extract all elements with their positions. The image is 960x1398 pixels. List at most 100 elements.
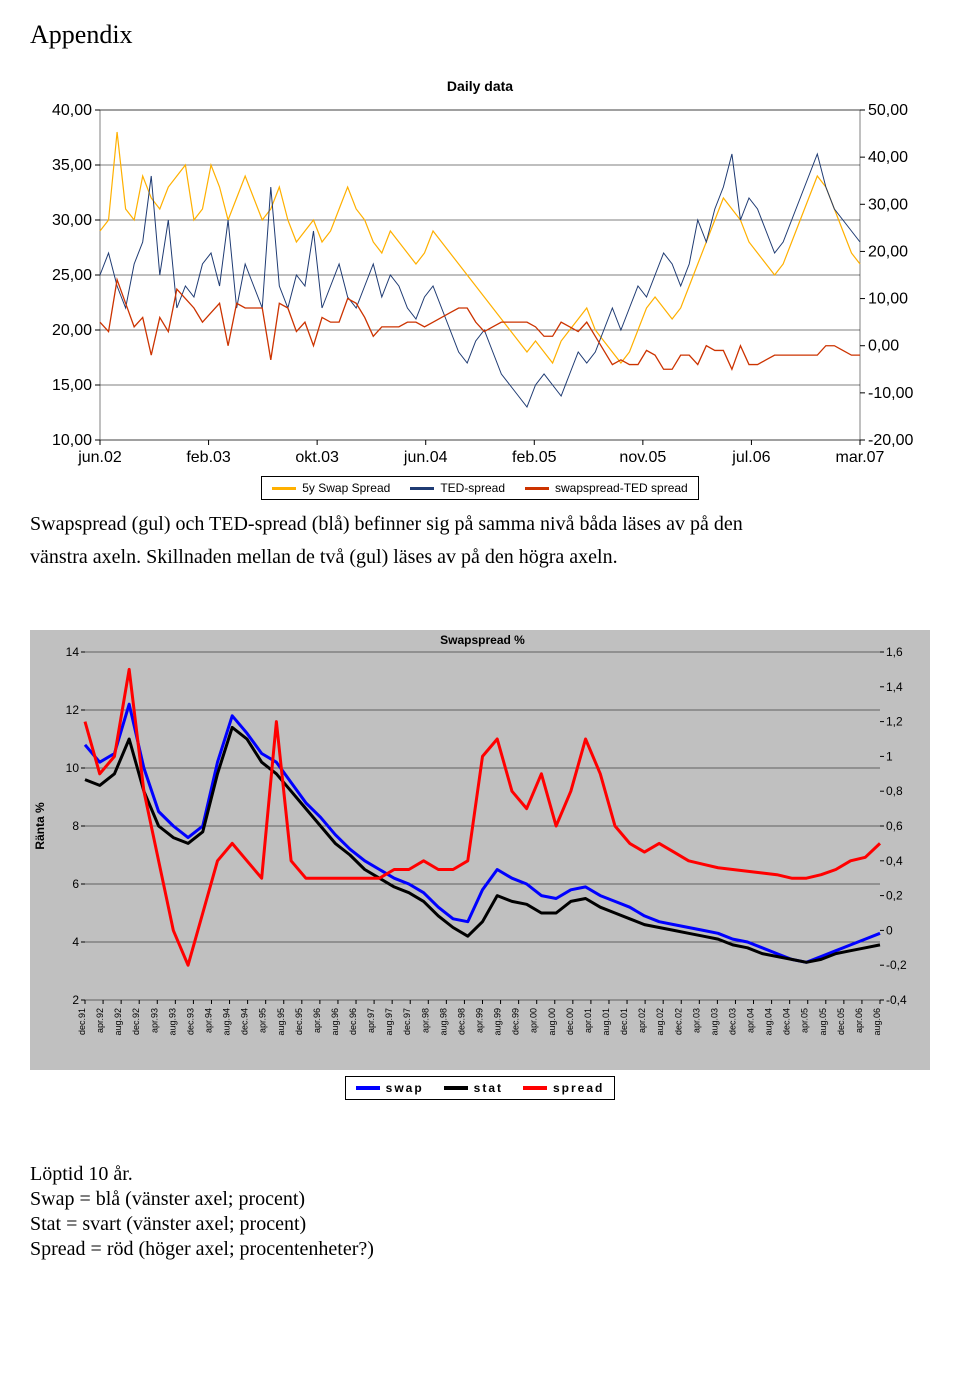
chart2-legend-item: stat xyxy=(444,1081,503,1095)
svg-text:-20,00: -20,00 xyxy=(868,432,913,449)
legend-swatch xyxy=(356,1086,380,1090)
legend-label: 5y Swap Spread xyxy=(302,481,390,495)
svg-text:0,8: 0,8 xyxy=(886,784,903,798)
legend-label: swap xyxy=(386,1081,424,1095)
svg-text:30,00: 30,00 xyxy=(52,212,92,229)
svg-text:feb.05: feb.05 xyxy=(512,449,557,466)
chart2-legend-item: swap xyxy=(356,1081,424,1095)
svg-text:apr.03: apr.03 xyxy=(691,1008,701,1033)
svg-text:10,00: 10,00 xyxy=(52,432,92,449)
svg-text:8: 8 xyxy=(72,819,79,833)
svg-text:35,00: 35,00 xyxy=(52,157,92,174)
svg-text:apr.94: apr.94 xyxy=(203,1008,213,1033)
legend-swatch xyxy=(444,1086,468,1090)
svg-text:-10,00: -10,00 xyxy=(868,385,913,402)
svg-text:4: 4 xyxy=(72,935,79,949)
chart1-legend-item: TED-spread xyxy=(410,481,505,495)
chart1-legend-item: 5y Swap Spread xyxy=(272,481,390,495)
svg-text:dec.01: dec.01 xyxy=(619,1008,629,1035)
svg-text:0,4: 0,4 xyxy=(886,854,903,868)
svg-text:dec.92: dec.92 xyxy=(131,1008,141,1035)
svg-text:apr.05: apr.05 xyxy=(800,1008,810,1033)
svg-text:feb.03: feb.03 xyxy=(186,449,231,466)
svg-text:dec.00: dec.00 xyxy=(565,1008,575,1035)
chart1-svg: 40,0035,0030,0025,0020,0015,0010,0050,00… xyxy=(30,100,930,470)
svg-text:apr.00: apr.00 xyxy=(529,1008,539,1033)
svg-text:aug.97: aug.97 xyxy=(384,1008,394,1036)
svg-text:10: 10 xyxy=(66,761,80,775)
svg-text:aug.94: aug.94 xyxy=(222,1008,232,1036)
svg-text:dec.95: dec.95 xyxy=(294,1008,304,1035)
svg-text:Ränta %: Ränta % xyxy=(33,802,47,850)
svg-text:apr.04: apr.04 xyxy=(746,1008,756,1033)
svg-text:apr.96: apr.96 xyxy=(312,1008,322,1033)
chart1-title: Daily data xyxy=(30,78,930,94)
svg-text:apr.92: apr.92 xyxy=(95,1008,105,1033)
svg-text:apr.01: apr.01 xyxy=(583,1008,593,1033)
svg-text:25,00: 25,00 xyxy=(52,267,92,284)
legend-label: swapspread-TED spread xyxy=(555,481,688,495)
svg-text:dec.94: dec.94 xyxy=(240,1008,250,1035)
svg-text:aug.05: aug.05 xyxy=(818,1008,828,1036)
svg-text:mar.07: mar.07 xyxy=(836,449,885,466)
svg-text:dec.03: dec.03 xyxy=(727,1008,737,1035)
svg-text:aug.95: aug.95 xyxy=(276,1008,286,1036)
svg-text:30,00: 30,00 xyxy=(868,196,908,213)
svg-text:apr.02: apr.02 xyxy=(637,1008,647,1033)
svg-text:1,6: 1,6 xyxy=(886,645,903,659)
svg-text:1,2: 1,2 xyxy=(886,715,903,729)
svg-text:0,00: 0,00 xyxy=(868,338,899,355)
chart2-legend: swap stat spread xyxy=(345,1076,616,1100)
appendix-heading: Appendix xyxy=(30,20,930,50)
legend-label: stat xyxy=(474,1081,503,1095)
svg-text:dec.99: dec.99 xyxy=(511,1008,521,1035)
chart1-legend: 5y Swap Spread TED-spread swapspread-TED s… xyxy=(261,476,698,500)
svg-text:dec.02: dec.02 xyxy=(673,1008,683,1035)
svg-text:nov.05: nov.05 xyxy=(619,449,666,466)
svg-text:dec.97: dec.97 xyxy=(402,1008,412,1035)
svg-text:dec.98: dec.98 xyxy=(456,1008,466,1035)
svg-text:50,00: 50,00 xyxy=(868,102,908,119)
svg-text:aug.96: aug.96 xyxy=(330,1008,340,1036)
svg-text:-0,4: -0,4 xyxy=(886,993,907,1007)
svg-text:jul.06: jul.06 xyxy=(731,449,770,466)
svg-text:0,6: 0,6 xyxy=(886,819,903,833)
chart1-caption-l1: Swapspread (gul) och TED-spread (blå) be… xyxy=(30,512,930,537)
svg-text:1,4: 1,4 xyxy=(886,680,903,694)
svg-text:40,00: 40,00 xyxy=(52,102,92,119)
svg-text:aug.02: aug.02 xyxy=(655,1008,665,1036)
svg-text:6: 6 xyxy=(72,877,79,891)
svg-text:aug.01: aug.01 xyxy=(601,1008,611,1036)
svg-text:Swapspread %: Swapspread % xyxy=(440,633,525,647)
legend-label: TED-spread xyxy=(440,481,505,495)
svg-text:jun.04: jun.04 xyxy=(403,449,448,466)
chart1-legend-item: swapspread-TED spread xyxy=(525,481,688,495)
para2-l4: Spread = röd (höger axel; procentenheter… xyxy=(30,1237,930,1262)
svg-text:aug.06: aug.06 xyxy=(872,1008,882,1036)
svg-text:10,00: 10,00 xyxy=(868,291,908,308)
svg-text:0: 0 xyxy=(886,923,893,937)
chart2-svg: Swapspread %Ränta %14121086421,61,41,210… xyxy=(30,630,930,1070)
svg-text:okt.03: okt.03 xyxy=(295,449,339,466)
para2-l3: Stat = svart (vänster axel; procent) xyxy=(30,1212,930,1237)
legend-swatch xyxy=(410,487,434,490)
svg-text:aug.00: aug.00 xyxy=(547,1008,557,1036)
legend-label: spread xyxy=(553,1081,604,1095)
svg-text:40,00: 40,00 xyxy=(868,149,908,166)
svg-text:0,2: 0,2 xyxy=(886,889,903,903)
chart1-caption-l2: vänstra axeln. Skillnaden mellan de två … xyxy=(30,545,930,570)
svg-text:12: 12 xyxy=(66,703,80,717)
para2-l2: Swap = blå (vänster axel; procent) xyxy=(30,1187,930,1212)
svg-text:apr.93: apr.93 xyxy=(149,1008,159,1033)
svg-text:dec.04: dec.04 xyxy=(782,1008,792,1035)
svg-text:dec.93: dec.93 xyxy=(185,1008,195,1035)
svg-text:15,00: 15,00 xyxy=(52,377,92,394)
legend-swatch xyxy=(523,1086,547,1090)
svg-text:dec.05: dec.05 xyxy=(836,1008,846,1035)
svg-text:apr.98: apr.98 xyxy=(420,1008,430,1033)
legend-swatch xyxy=(272,487,296,490)
svg-text:2: 2 xyxy=(72,993,79,1007)
svg-text:apr.06: apr.06 xyxy=(854,1008,864,1033)
legend-swatch xyxy=(525,487,549,490)
svg-text:1: 1 xyxy=(886,749,893,763)
